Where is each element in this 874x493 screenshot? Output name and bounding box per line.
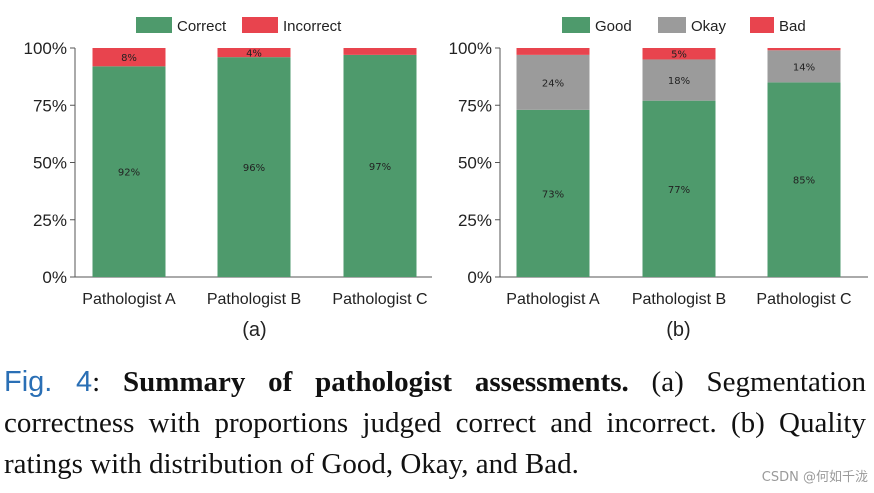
figure-caption: Fig. 4: Summary of pathologist assessmen… bbox=[4, 366, 867, 480]
legend-label-bad: Bad bbox=[779, 18, 806, 35]
legend-swatch-okay bbox=[658, 17, 686, 33]
legend-swatch-bad bbox=[750, 17, 774, 33]
data-label: 73% bbox=[542, 189, 564, 200]
legend-label-correct: Correct bbox=[177, 18, 227, 35]
x-tick-label: Pathologist C bbox=[332, 291, 427, 308]
bar-segment-bad bbox=[642, 48, 716, 60]
data-label: 24% bbox=[542, 78, 564, 89]
y-tick-label: 25% bbox=[33, 211, 67, 230]
bar-segment-incorrect bbox=[343, 48, 417, 55]
y-tick-label: 100% bbox=[24, 39, 67, 58]
bar-segment-okay bbox=[516, 54, 590, 110]
figure: 0% 25% 50% 75% 100% 92% 8% Pathologist A 96% 4% Pa… bbox=[24, 17, 868, 341]
y-tick-label: 0% bbox=[42, 268, 67, 287]
bar-segment-good bbox=[642, 100, 716, 277]
bar-segment-good bbox=[767, 82, 841, 277]
x-tick-label: Pathologist B bbox=[632, 291, 726, 308]
data-label: 8% bbox=[121, 53, 137, 64]
data-label: 85% bbox=[793, 176, 815, 187]
data-label: 4% bbox=[246, 49, 262, 60]
bar-segment-bad bbox=[516, 48, 590, 55]
legend-swatch-incorrect bbox=[242, 17, 278, 33]
y-tick-label: 50% bbox=[458, 154, 492, 173]
legend-label-good: Good bbox=[595, 18, 632, 35]
data-label: 18% bbox=[668, 76, 690, 87]
x-tick-label: Pathologist A bbox=[82, 291, 176, 308]
legend-swatch-correct bbox=[136, 17, 172, 33]
bar-segment-okay bbox=[642, 59, 716, 101]
panel-label: (a) bbox=[242, 319, 266, 341]
y-tick-label: 100% bbox=[449, 39, 492, 58]
legend-label-okay: Okay bbox=[691, 18, 727, 35]
bar-segment-incorrect bbox=[92, 48, 166, 67]
x-tick-label: Pathologist A bbox=[506, 291, 600, 308]
legend-label-incorrect: Incorrect bbox=[283, 18, 342, 35]
bar-segment-bad bbox=[767, 48, 841, 51]
bar-segment-incorrect bbox=[217, 48, 291, 58]
caption-text: (a) Segmentation correctness with propor… bbox=[4, 366, 867, 480]
bar-segment-correct bbox=[92, 66, 166, 277]
data-label: 77% bbox=[668, 185, 690, 196]
watermark: CSDN @何如千泷 bbox=[761, 470, 868, 485]
y-tick-label: 0% bbox=[467, 268, 492, 287]
caption-title: Summary of pathologist assessments. bbox=[122, 366, 629, 398]
x-tick-label: Pathologist C bbox=[756, 291, 851, 308]
caption-label: Fig. 4 bbox=[4, 366, 93, 398]
y-tick-label: 75% bbox=[33, 96, 67, 115]
data-label: 5% bbox=[671, 50, 687, 61]
x-tick-label: Pathologist B bbox=[207, 291, 301, 308]
bar-segment-correct bbox=[343, 54, 417, 278]
bar-segment-okay bbox=[767, 50, 841, 83]
data-label: 96% bbox=[243, 163, 265, 174]
data-label: 92% bbox=[118, 168, 140, 179]
data-label: 14% bbox=[793, 62, 815, 73]
y-tick-label: 75% bbox=[458, 96, 492, 115]
data-label: 97% bbox=[369, 162, 391, 173]
bar-segment-correct bbox=[217, 57, 291, 277]
panel-label: (b) bbox=[666, 319, 690, 341]
y-tick-label: 25% bbox=[458, 211, 492, 230]
bar-segment-good bbox=[516, 109, 590, 277]
y-tick-label: 50% bbox=[33, 154, 67, 173]
legend-swatch-good bbox=[562, 17, 590, 33]
